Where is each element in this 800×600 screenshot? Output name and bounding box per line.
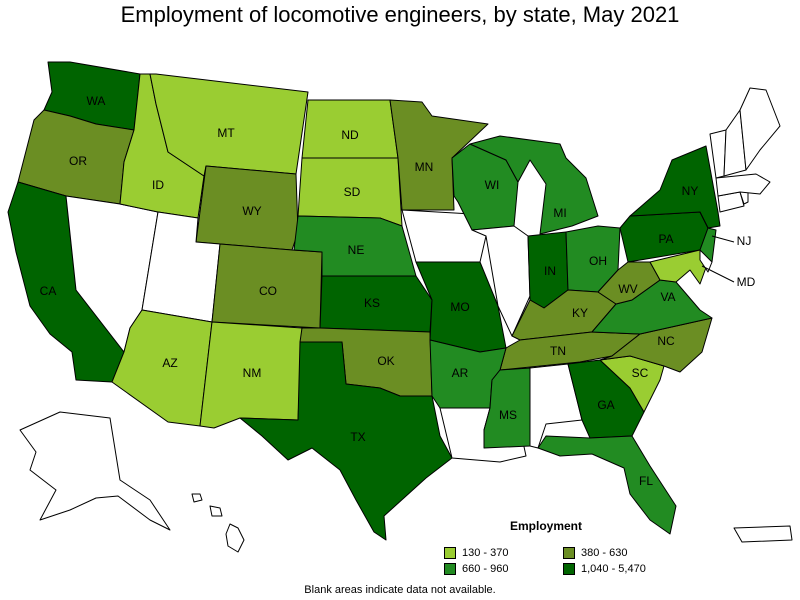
leader-NJ	[711, 235, 735, 243]
label-MI: MI	[553, 206, 566, 220]
label-OH: OH	[589, 254, 607, 268]
label-ID: ID	[152, 178, 164, 192]
legend-item-3: 660 - 960	[444, 563, 508, 575]
state-MS[interactable]	[483, 367, 531, 449]
label-OR: OR	[69, 154, 87, 168]
label-KS: KS	[364, 296, 380, 310]
legend-swatch-4	[563, 563, 575, 575]
label-CO: CO	[259, 284, 277, 298]
legend-item-1: 130 - 370	[444, 547, 508, 559]
legend-item-4: 1,040 - 5,470	[563, 563, 646, 575]
label-SD: SD	[344, 185, 361, 199]
leader-MD	[701, 265, 735, 283]
legend-label-4: 1,040 - 5,470	[581, 563, 646, 575]
label-PA: PA	[658, 232, 673, 246]
state-ME[interactable]	[739, 87, 781, 171]
state-HI[interactable]	[225, 523, 245, 553]
label-MD: MD	[737, 275, 756, 289]
label-VA: VA	[660, 290, 675, 304]
state-DE[interactable]	[699, 249, 713, 273]
label-IN: IN	[544, 264, 556, 278]
legend-label-1: 130 - 370	[462, 547, 509, 559]
footnote: Blank areas indicate data not available.	[304, 584, 496, 596]
state-labels: WA OR CA ID MT WY ND SD NE CO KS OK TX A…	[40, 94, 756, 488]
state-IL[interactable]	[471, 225, 531, 337]
label-ND: ND	[341, 128, 359, 142]
legend-swatch-3	[444, 563, 456, 575]
state-MA[interactable]	[715, 173, 771, 197]
label-KY: KY	[572, 306, 588, 320]
label-GA: GA	[597, 398, 614, 412]
state-HI-maui[interactable]	[209, 505, 223, 517]
label-TN: TN	[550, 344, 566, 358]
state-FL[interactable]	[537, 435, 677, 535]
label-MO: MO	[450, 300, 469, 314]
state-TX[interactable]	[239, 341, 453, 541]
label-MT: MT	[217, 126, 235, 140]
state-AK[interactable]	[19, 411, 171, 531]
label-WA: WA	[87, 94, 106, 108]
label-MS: MS	[499, 408, 517, 422]
state-VT[interactable]	[709, 129, 727, 179]
label-NY: NY	[682, 184, 699, 198]
label-NM: NM	[243, 366, 262, 380]
label-WI: WI	[485, 178, 500, 192]
label-CA: CA	[40, 284, 57, 298]
label-NJ: NJ	[737, 234, 752, 248]
label-SC: SC	[632, 366, 649, 380]
legend-label-2: 380 - 630	[581, 547, 628, 559]
legend-title: Employment	[510, 519, 583, 533]
state-MI[interactable]	[469, 135, 599, 235]
legend-swatch-2	[563, 547, 575, 559]
legend-swatch-1	[444, 547, 456, 559]
state-HI-oahu[interactable]	[191, 493, 203, 503]
state-PR[interactable]	[733, 525, 793, 543]
label-FL: FL	[639, 474, 653, 488]
label-MN: MN	[415, 160, 434, 174]
legend-label-3: 660 - 960	[462, 563, 509, 575]
legend-item-2: 380 - 630	[563, 547, 627, 559]
label-TX: TX	[350, 430, 365, 444]
map-title: Employment of locomotive engineers, by s…	[120, 2, 680, 27]
label-AR: AR	[452, 366, 469, 380]
label-NE: NE	[348, 243, 365, 257]
label-WY: WY	[242, 204, 261, 218]
label-OK: OK	[377, 354, 394, 368]
label-WV: WV	[618, 282, 637, 296]
label-NC: NC	[657, 334, 675, 348]
label-AZ: AZ	[162, 356, 177, 370]
